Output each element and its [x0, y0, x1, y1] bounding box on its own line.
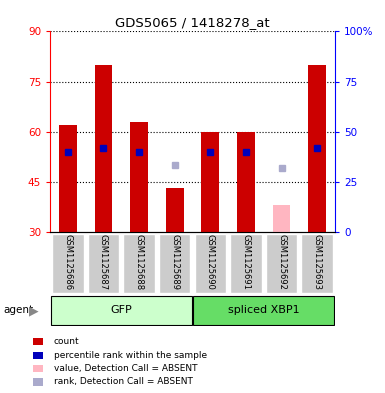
Text: percentile rank within the sample: percentile rank within the sample — [54, 351, 207, 360]
Text: agent: agent — [4, 305, 34, 316]
Bar — [201, 132, 219, 232]
FancyBboxPatch shape — [301, 234, 333, 294]
Title: GDS5065 / 1418278_at: GDS5065 / 1418278_at — [115, 16, 270, 29]
Text: GSM1125692: GSM1125692 — [277, 234, 286, 290]
Text: rank, Detection Call = ABSENT: rank, Detection Call = ABSENT — [54, 378, 193, 386]
Text: value, Detection Call = ABSENT: value, Detection Call = ABSENT — [54, 364, 198, 373]
Text: GSM1125688: GSM1125688 — [135, 234, 144, 290]
Bar — [95, 65, 112, 232]
FancyBboxPatch shape — [230, 234, 261, 294]
Bar — [59, 125, 77, 232]
FancyBboxPatch shape — [88, 234, 119, 294]
Text: GSM1125690: GSM1125690 — [206, 234, 215, 290]
Text: GSM1125693: GSM1125693 — [313, 234, 321, 290]
Bar — [130, 122, 148, 232]
Text: GSM1125691: GSM1125691 — [241, 234, 250, 290]
FancyBboxPatch shape — [195, 234, 226, 294]
Text: count: count — [54, 338, 80, 346]
Text: GFP: GFP — [110, 305, 132, 316]
Text: GSM1125686: GSM1125686 — [64, 234, 72, 290]
FancyBboxPatch shape — [124, 234, 155, 294]
Text: GSM1125687: GSM1125687 — [99, 234, 108, 290]
FancyBboxPatch shape — [159, 234, 190, 294]
FancyBboxPatch shape — [266, 234, 297, 294]
Bar — [273, 205, 290, 232]
FancyBboxPatch shape — [52, 234, 84, 294]
Bar — [308, 65, 326, 232]
Text: ▶: ▶ — [29, 304, 38, 317]
Bar — [51, 296, 192, 325]
Text: GSM1125689: GSM1125689 — [170, 234, 179, 290]
Bar — [193, 296, 334, 325]
Bar — [237, 132, 255, 232]
Bar — [166, 188, 184, 232]
Text: spliced XBP1: spliced XBP1 — [228, 305, 300, 316]
